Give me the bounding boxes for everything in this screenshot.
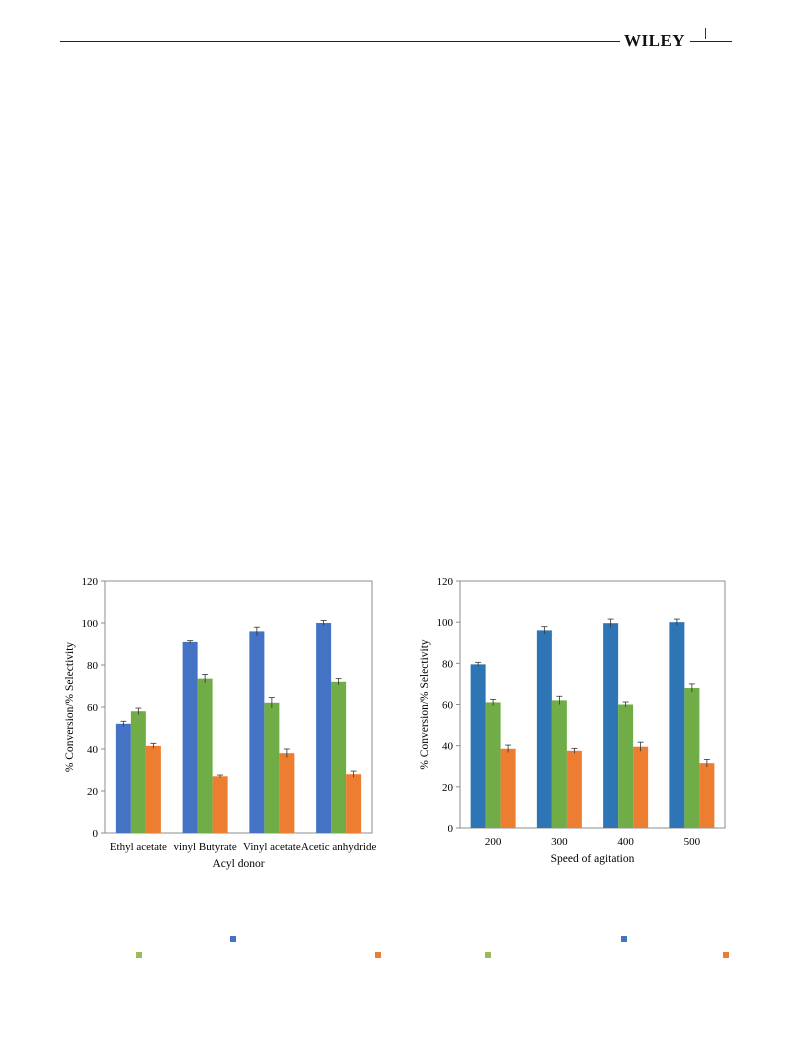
bar	[500, 748, 516, 828]
y-tick-label: 100	[82, 618, 99, 630]
y-tick-label: 40	[442, 741, 454, 753]
bar	[182, 641, 198, 833]
legend-marker-right-3	[723, 952, 729, 958]
x-axis-title: Speed of agitation	[551, 853, 635, 865]
y-tick-label: 120	[82, 576, 99, 588]
acyl-donor-chart: 0 20 40 60 80 100 120 Ethyl acetate vinyl Butyra…	[64, 576, 377, 870]
y-tick-label: 120	[437, 576, 454, 588]
x-tick-label: vinyl Butyrate	[174, 841, 237, 853]
legend-marker-right-1	[621, 936, 627, 942]
y-tick-label: 80	[442, 658, 454, 670]
bar	[603, 623, 619, 828]
x-tick-label: 500	[684, 836, 701, 848]
y-tick-label: 100	[437, 617, 454, 629]
bar	[316, 623, 332, 833]
bar	[536, 630, 552, 828]
y-tick-label: 40	[87, 744, 99, 756]
x-tick-label: Ethyl acetate	[110, 841, 167, 853]
y-tick-label: 80	[87, 660, 99, 672]
x-tick-label: Vinyl acetate	[243, 841, 301, 853]
bar	[197, 678, 213, 833]
bar	[331, 681, 347, 833]
header-rule	[60, 41, 620, 42]
bar	[566, 750, 582, 828]
x-tick-label: 400	[617, 836, 634, 848]
y-tick-label: 60	[442, 700, 454, 712]
y-tick-label: 60	[87, 702, 99, 714]
x-tick-label: 300	[551, 836, 568, 848]
bar	[485, 702, 501, 828]
bar	[470, 664, 486, 828]
header-rule-right	[690, 41, 732, 42]
y-tick-label: 0	[448, 823, 454, 835]
page-tick	[705, 28, 706, 39]
bar	[633, 746, 649, 828]
bar	[249, 631, 265, 833]
y-tick-label: 20	[87, 786, 99, 798]
bar	[130, 711, 146, 833]
bar	[279, 753, 295, 833]
bar	[212, 776, 228, 833]
bar	[684, 688, 700, 828]
legend-marker-left-1	[230, 936, 236, 942]
bar	[145, 745, 161, 833]
agitation-speed-chart: 0 20 40 60 80 100 120 200 300 400 500 Speed of agit…	[419, 576, 726, 865]
bar	[618, 704, 634, 828]
y-axis-title: % Conversion/% Selectivity	[64, 642, 76, 773]
x-axis-title: Acyl donor	[212, 858, 264, 870]
bar	[669, 622, 685, 828]
x-tick-label: 200	[485, 836, 502, 848]
bar	[264, 702, 280, 833]
y-tick-label: 20	[442, 782, 454, 794]
bar	[115, 723, 131, 833]
x-tick-label: Acetic anhydride	[301, 841, 377, 853]
bar	[346, 774, 362, 833]
y-tick-label: 0	[93, 828, 99, 840]
bar	[699, 763, 715, 828]
bar	[551, 700, 567, 828]
legend-marker-right-2	[485, 952, 491, 958]
legend-marker-left-3	[375, 952, 381, 958]
legend-marker-left-2	[136, 952, 142, 958]
y-axis-title: % Conversion/% Selectivity	[419, 639, 431, 770]
publisher-logo: WILEY	[624, 31, 686, 50]
